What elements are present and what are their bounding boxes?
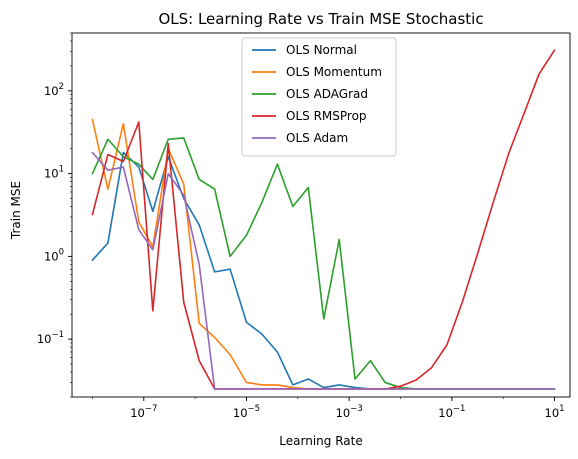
- legend-label-2: OLS ADAGrad: [286, 87, 368, 101]
- legend: OLS Normal OLS Momentum OLS ADAGrad OLS RMS…: [241, 37, 397, 157]
- y-axis-label: Train MSE: [9, 181, 23, 240]
- series-line-2: [91, 137, 556, 390]
- x-tick-label: 10−3: [336, 404, 363, 420]
- legend-label-0: OLS Normal: [286, 43, 357, 57]
- x-tick-label: 10−1: [438, 404, 465, 420]
- legend-label-4: OLS Adam: [286, 131, 348, 145]
- series-line-1: [91, 118, 556, 390]
- axes: 10−7 10−5 10−3 10−1 101 10−1 100 101 102: [37, 32, 571, 420]
- axes-frame: [71, 32, 571, 398]
- y-tick-label: 100: [44, 247, 64, 263]
- x-tick-label: 10−5: [233, 404, 260, 420]
- x-tick-label: 101: [545, 404, 565, 420]
- legend-box: [241, 37, 397, 157]
- y-tick-label: 101: [44, 165, 64, 181]
- x-axis-label: Learning Rate: [279, 434, 362, 448]
- chart-title: OLS: Learning Rate vs Train MSE Stochast…: [158, 10, 483, 28]
- plot-area: [91, 49, 556, 390]
- legend-label-1: OLS Momentum: [286, 65, 382, 79]
- y-tick-label: 10−1: [37, 330, 64, 346]
- x-tick-label: 10−7: [130, 404, 157, 420]
- y-tick-label: 102: [44, 82, 64, 98]
- series-line-4: [91, 151, 556, 390]
- legend-label-3: OLS RMSProp: [286, 109, 367, 123]
